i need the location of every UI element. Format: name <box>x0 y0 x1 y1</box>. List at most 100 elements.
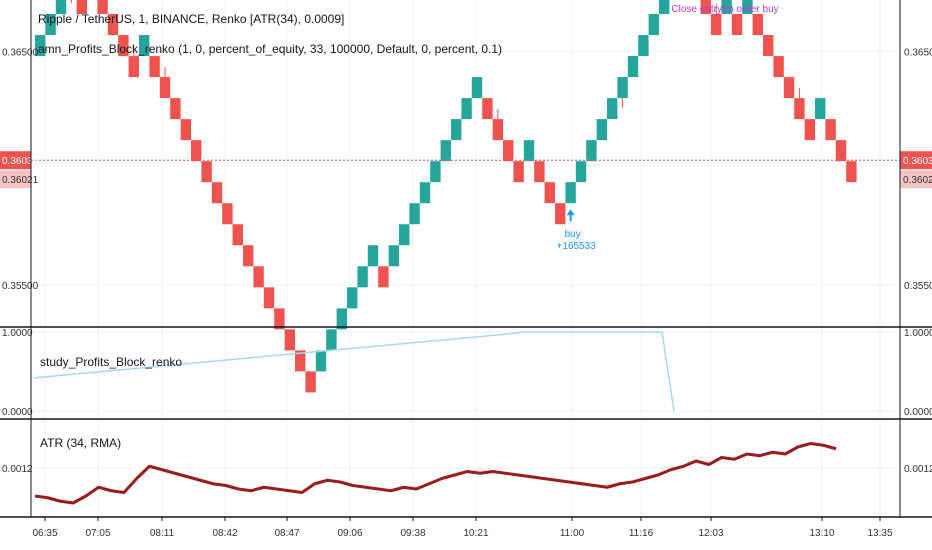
renko-brick <box>607 98 618 120</box>
renko-brick <box>659 0 670 15</box>
renko-brick <box>305 371 316 393</box>
renko-brick <box>76 0 87 15</box>
x-tick-label: 08:11 <box>150 528 175 539</box>
renko-brick <box>378 266 389 288</box>
renko-brick <box>503 140 514 162</box>
renko-brick <box>274 308 285 330</box>
renko-brick <box>627 56 639 78</box>
renko-brick <box>596 119 607 141</box>
renko-brick <box>555 203 566 225</box>
renko-brick <box>367 245 379 267</box>
renko-brick <box>752 14 763 36</box>
renko-brick <box>45 14 56 36</box>
atr-line <box>34 442 837 505</box>
atr-legend: ATR (34, RMA) <box>40 436 121 450</box>
renko-brick <box>461 98 472 120</box>
renko-brick <box>409 203 420 225</box>
equity-y-tick-label-right: 1.0000 <box>904 328 932 339</box>
current-price-badge-right <box>900 151 932 170</box>
buy-arrow-icon <box>566 209 575 222</box>
renko-brick <box>232 224 243 246</box>
current-price-label-left: 0.36034 <box>2 156 39 167</box>
renko-brick <box>180 119 191 141</box>
renko-brick <box>471 77 483 99</box>
renko-brick <box>419 182 431 204</box>
renko-brick <box>783 77 795 99</box>
renko-brick <box>763 35 774 57</box>
renko-brick <box>565 182 576 204</box>
x-tick-label: 09:38 <box>400 528 425 539</box>
axes-layer: 0.35500 0.35500 0.36500 0.36500 1.0000 1.0000… <box>2 47 932 539</box>
renko-brick <box>315 350 327 372</box>
renko-brick <box>451 119 462 141</box>
second-price-badge-right <box>900 170 932 189</box>
renko-brick <box>222 203 233 225</box>
second-price-label-right: 0.36021 <box>903 175 932 186</box>
renko-brick <box>201 161 212 183</box>
current-price-label-right: 0.36034 <box>903 156 932 167</box>
x-tick-label: 11:00 <box>560 528 585 539</box>
equity-line <box>33 331 675 412</box>
atr-y-tick-label-left: 0.0012 <box>2 464 33 475</box>
equity-y-tick-label-left: 0.0000 <box>2 407 33 418</box>
renko-brick <box>243 245 254 267</box>
renko-brick <box>430 161 441 183</box>
renko-brick <box>149 56 160 78</box>
second-price-label-left: 0.36021 <box>2 175 39 186</box>
renko-brick <box>731 14 743 36</box>
renko-brick <box>721 0 732 15</box>
renko-brick <box>575 161 587 183</box>
price-y-tick-label-right: 0.35500 <box>904 281 932 292</box>
renko-brick <box>440 140 451 162</box>
renko-brick <box>191 140 202 162</box>
renko-brick <box>804 119 815 141</box>
equity-legend: study_Profits_Block_renko <box>40 355 182 369</box>
x-tick-label: 11:16 <box>629 528 654 539</box>
renko-brick <box>170 98 181 120</box>
x-tick-label: 07:05 <box>85 528 110 539</box>
strategy-legend: amn_Profits_Block_renko (1, 0, percent_o… <box>38 42 502 56</box>
renko-brick <box>586 140 597 162</box>
renko-brick <box>97 0 108 15</box>
renko-brick <box>326 329 337 351</box>
renko-brick <box>399 224 410 246</box>
close-order-label: Close entry(s) order buy <box>671 4 778 15</box>
renko-brick <box>263 287 275 309</box>
renko-brick <box>118 35 129 57</box>
price-y-tick-label-right: 0.36500 <box>904 47 932 58</box>
renko-brick <box>648 14 659 36</box>
renko-brick <box>825 119 836 141</box>
renko-brick <box>492 119 503 141</box>
equity-y-tick-label-left: 1.0000 <box>2 328 33 339</box>
renko-brick <box>253 266 264 288</box>
x-tick-label: 13:35 <box>867 528 892 539</box>
x-tick-label: 06:35 <box>32 528 57 539</box>
renko-brick <box>388 245 399 267</box>
renko-brick <box>835 140 847 162</box>
renko-bricks <box>35 0 857 393</box>
renko-brick <box>211 182 223 204</box>
x-tick-label: 08:42 <box>212 528 237 539</box>
renko-brick <box>773 56 784 78</box>
renko-brick <box>700 0 711 15</box>
renko-brick <box>482 98 493 120</box>
renko-brick <box>139 35 150 57</box>
renko-brick <box>336 308 347 330</box>
renko-brick <box>638 35 649 57</box>
buy-amount-label: +165533 <box>557 241 597 252</box>
renko-brick <box>55 0 67 15</box>
buy-label: buy <box>565 229 581 240</box>
renko-brick <box>534 161 545 183</box>
renko-brick <box>159 77 171 99</box>
x-tick-label: 12:03 <box>698 528 723 539</box>
renko-brick <box>295 350 306 372</box>
renko-brick <box>544 182 555 204</box>
renko-brick <box>128 56 139 78</box>
renko-brick <box>513 161 524 183</box>
x-tick-label: 09:06 <box>337 528 362 539</box>
equity-pane-plot <box>33 331 675 412</box>
x-tick-label: 08:47 <box>274 528 299 539</box>
x-tick-label: 13:10 <box>809 528 834 539</box>
